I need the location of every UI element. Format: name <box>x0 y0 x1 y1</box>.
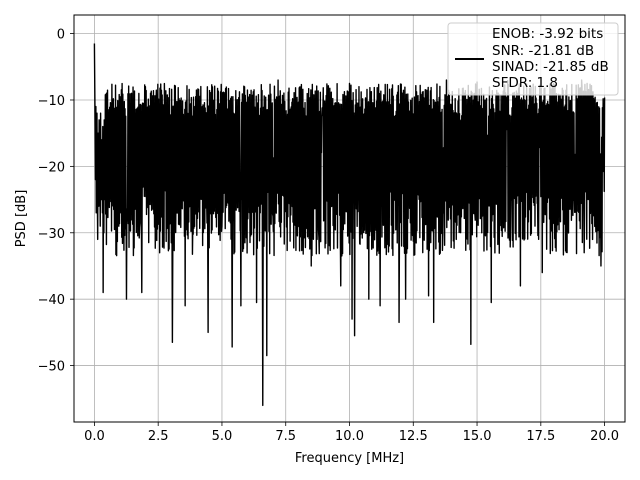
legend: ENOB: -3.92 bits SNR: -21.81 dB SINAD: -… <box>447 22 619 96</box>
y-tick-label: −50 <box>38 360 65 375</box>
y-tick-label: −20 <box>38 160 65 175</box>
y-axis-label: PSD [dB] <box>14 190 29 248</box>
axis-ticks: 0.0 2.5 5.0 7.5 10.0 12.5 15.0 17.5 20.0 0 −10 −20 −… <box>38 28 620 444</box>
y-tick-label: −40 <box>38 293 65 308</box>
y-tick-label: 0 <box>57 28 65 43</box>
x-tick-label: 10.0 <box>335 429 364 444</box>
x-tick-label: 7.5 <box>275 429 296 444</box>
legend-entry-enob: ENOB: -3.92 bits <box>492 26 603 42</box>
x-tick-label: 17.5 <box>526 429 555 444</box>
x-tick-label: 15.0 <box>463 429 492 444</box>
legend-entry-snr: SNR: -21.81 dB <box>492 43 594 59</box>
x-tick-label: 2.5 <box>148 429 169 444</box>
x-tick-label: 12.5 <box>399 429 428 444</box>
y-tick-label: −30 <box>38 227 65 242</box>
psd-series-line <box>93 43 606 407</box>
x-axis-label: Frequency [MHz] <box>295 451 404 466</box>
legend-entry-sinad: SINAD: -21.85 dB <box>492 59 609 75</box>
x-tick-label: 0.0 <box>84 429 105 444</box>
y-tick-label: −10 <box>38 94 65 109</box>
plot-series <box>93 43 606 407</box>
x-tick-label: 5.0 <box>212 429 233 444</box>
legend-entry-sfdr: SFDR: 1.8 <box>492 75 558 91</box>
x-tick-label: 20.0 <box>590 429 619 444</box>
legend-box <box>447 22 619 96</box>
